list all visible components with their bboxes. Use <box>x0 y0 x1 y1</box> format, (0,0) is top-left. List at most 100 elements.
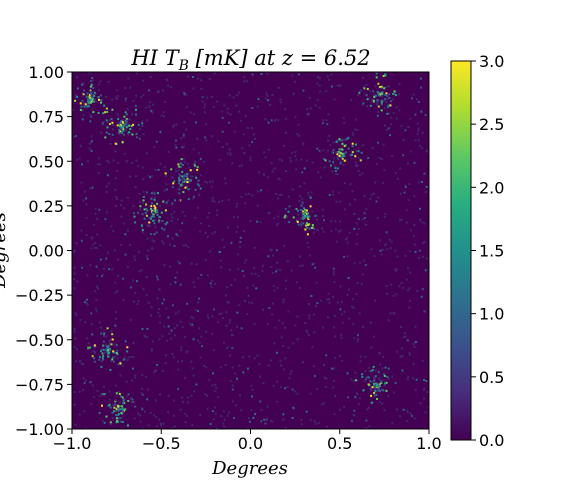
speckle <box>100 275 103 278</box>
speckle <box>206 235 209 238</box>
speckle <box>107 161 110 164</box>
speckle-bright <box>141 213 144 216</box>
speckle-bright <box>76 95 79 98</box>
speckle <box>239 240 242 243</box>
speckle <box>175 123 178 126</box>
speckle <box>155 140 158 143</box>
speckle-bright <box>106 327 109 330</box>
speckle <box>280 193 283 196</box>
speckle <box>221 130 224 133</box>
speckle <box>356 338 359 341</box>
speckle-bright <box>118 123 121 126</box>
speckle-bright <box>172 182 175 185</box>
speckle-bright <box>153 215 156 218</box>
speckle <box>116 170 119 173</box>
speckle-bright <box>164 172 167 175</box>
speckle <box>348 317 351 320</box>
speckle <box>179 320 182 323</box>
speckle <box>157 90 160 93</box>
speckle <box>73 266 76 269</box>
speckle <box>173 425 176 428</box>
speckle <box>165 307 168 310</box>
speckle-bright <box>336 153 339 156</box>
speckle <box>175 146 178 149</box>
speckle-bright <box>112 350 115 353</box>
speckle-bright <box>89 101 92 104</box>
speckle <box>285 131 288 134</box>
speckle-bright <box>99 356 102 359</box>
speckle <box>417 127 420 130</box>
speckle <box>414 389 417 392</box>
speckle <box>359 261 362 264</box>
speckle <box>390 240 393 243</box>
speckle-bright <box>334 169 337 172</box>
speckle-bright <box>100 332 103 335</box>
speckle <box>256 220 259 223</box>
speckle <box>276 261 279 264</box>
speckle <box>308 317 311 320</box>
speckle <box>275 249 278 252</box>
speckle <box>276 222 279 225</box>
speckle-bright <box>357 157 360 160</box>
speckle <box>280 364 283 367</box>
speckle-bright <box>193 164 196 167</box>
speckle-bright <box>378 389 381 392</box>
speckle <box>161 302 164 305</box>
speckle-bright <box>388 93 391 96</box>
speckle <box>167 84 170 87</box>
speckle <box>292 342 295 345</box>
speckle <box>224 182 227 185</box>
speckle <box>208 379 211 382</box>
speckle-bright <box>148 221 151 224</box>
speckle <box>111 133 114 136</box>
speckle <box>299 255 302 258</box>
speckle <box>141 226 144 229</box>
speckle <box>355 293 358 296</box>
speckle <box>266 405 269 408</box>
speckle <box>96 274 99 277</box>
speckle <box>369 370 372 373</box>
speckle <box>147 224 150 227</box>
speckle <box>138 270 141 273</box>
speckle <box>93 345 96 348</box>
speckle <box>416 122 419 125</box>
speckle <box>178 262 181 265</box>
speckle-bright <box>380 382 383 385</box>
speckle-bright <box>97 88 100 91</box>
speckle <box>358 312 361 315</box>
speckle <box>129 318 132 321</box>
speckle <box>85 197 88 200</box>
speckle-bright <box>376 103 379 106</box>
speckle <box>370 193 373 196</box>
speckle <box>370 321 373 324</box>
speckle <box>313 375 316 378</box>
speckle <box>421 180 424 183</box>
speckle-bright <box>139 205 142 208</box>
speckle <box>423 310 426 313</box>
speckle-bright <box>299 208 302 211</box>
speckle <box>267 255 270 258</box>
speckle-bright <box>377 111 380 114</box>
speckle <box>91 243 94 246</box>
speckle <box>124 253 127 256</box>
speckle <box>357 217 360 220</box>
speckle <box>78 390 81 393</box>
speckle <box>412 93 415 96</box>
speckle <box>97 83 100 86</box>
speckle <box>223 425 226 428</box>
speckle-bright <box>312 231 315 234</box>
speckle <box>273 167 276 170</box>
speckle-bright <box>165 183 168 186</box>
speckle-bright <box>159 205 162 208</box>
speckle-bright <box>160 211 163 214</box>
speckle <box>185 302 188 305</box>
speckle <box>332 267 335 270</box>
speckle-bright <box>82 103 85 106</box>
speckle <box>241 269 244 272</box>
speckle <box>252 416 255 419</box>
speckle <box>102 267 105 270</box>
speckle-bright <box>170 213 173 216</box>
speckle <box>399 167 402 170</box>
speckle <box>192 338 195 341</box>
speckle-bright <box>377 99 380 102</box>
